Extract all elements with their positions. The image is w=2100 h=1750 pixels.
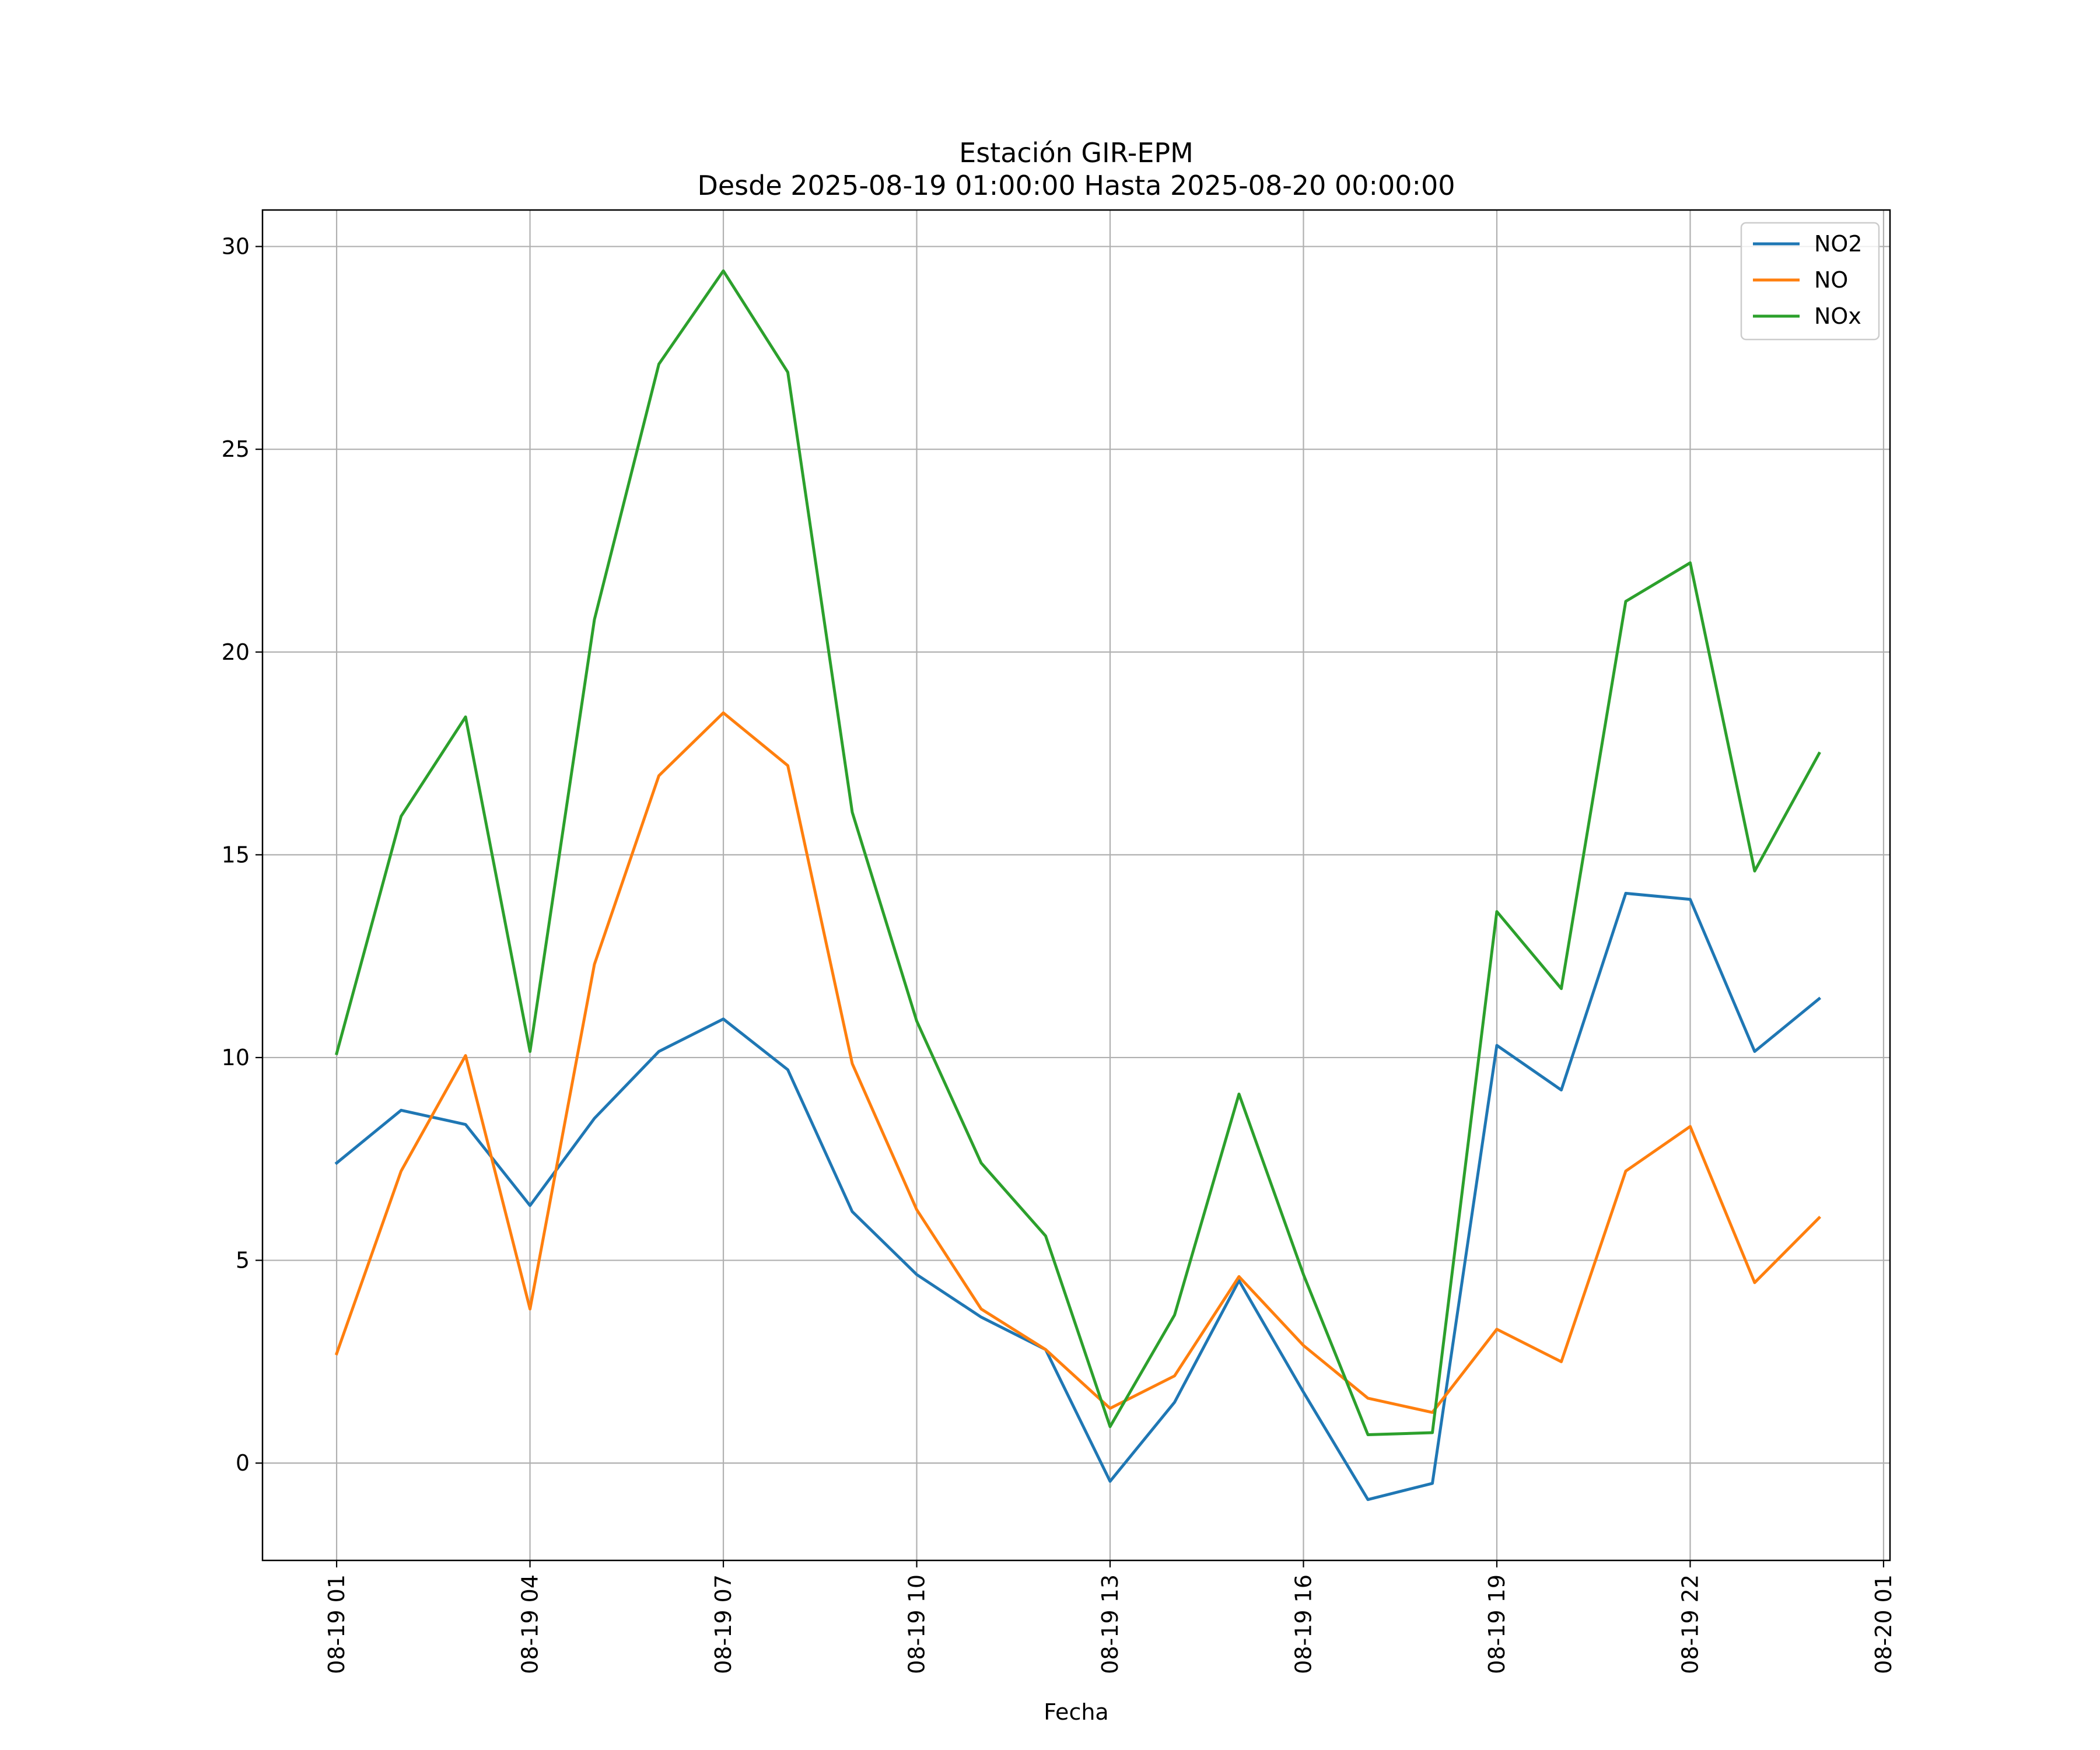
series-line-no2 (334, 891, 1822, 1502)
x-tick-label: 08-19 13 (1097, 1574, 1123, 1674)
legend-label-no: NO (1814, 267, 1848, 293)
series-line-nox (335, 269, 1821, 1436)
y-tick-label: 0 (236, 1450, 250, 1476)
y-tick-label: 20 (222, 639, 250, 665)
x-tick-label: 08-19 16 (1290, 1574, 1316, 1674)
y-tick-label: 5 (236, 1248, 250, 1273)
series-line-no (334, 711, 1822, 1414)
legend-label-nox: NOx (1814, 303, 1861, 329)
chart-title-line1: Estación GIR-EPM (959, 137, 1194, 169)
legend-frame (1740, 222, 1880, 341)
y-tick-label: 25 (222, 436, 250, 462)
x-tick-label: 08-19 10 (904, 1574, 930, 1674)
x-tick-label: 08-19 04 (517, 1574, 543, 1674)
tick-layer: 0 5 10 15 20 25 30 08-19 01 08-19 04 08-19 07 08-1… (222, 234, 1896, 1674)
x-tick-label: 08-19 19 (1484, 1574, 1510, 1674)
y-tick-label: 30 (222, 234, 250, 260)
y-tick-label: 15 (222, 842, 250, 867)
x-axis-label: Fecha (1044, 1699, 1108, 1725)
legend: NO2 NO NOx (1740, 222, 1880, 341)
plot-frame (261, 209, 1891, 1562)
x-tick-label: 08-19 01 (324, 1574, 349, 1674)
plot-area-background (262, 210, 1890, 1560)
x-tick-label: 08-19 07 (710, 1574, 736, 1674)
series-layer (334, 269, 1822, 1502)
x-tick-label: 08-20 01 (1871, 1574, 1896, 1674)
chart-title-line2: Desde 2025-08-19 01:00:00 Hasta 2025-08-… (697, 170, 1455, 201)
y-tick-label: 10 (222, 1045, 250, 1070)
legend-label-no2: NO2 (1814, 231, 1863, 257)
grid-layer (262, 210, 1890, 1560)
x-tick-label: 08-19 22 (1677, 1574, 1703, 1674)
